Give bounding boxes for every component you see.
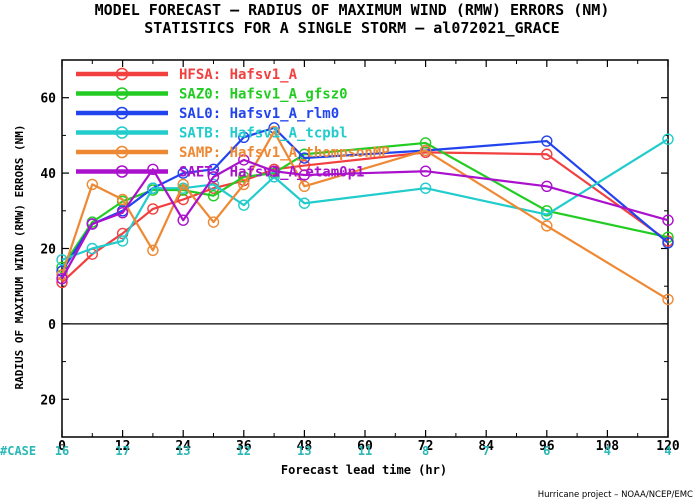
x-tick-label: 120 bbox=[656, 439, 680, 454]
x-axis-label: Forecast lead time (hr) bbox=[281, 463, 447, 477]
data-point bbox=[419, 144, 432, 157]
series-line bbox=[61, 151, 669, 284]
chart-title-line2: STATISTICS FOR A SINGLE STORM – al072021… bbox=[144, 19, 559, 37]
case-counts: 16 17 13 12 13 11 8 7 6 4 4 bbox=[55, 444, 672, 458]
data-point bbox=[268, 125, 280, 138]
series-5 bbox=[56, 154, 674, 285]
data-point bbox=[207, 171, 220, 183]
legend: HFSA: Hafsv1_A SAZ0: Hafsv1_A_gfsz0 SAL0: … bbox=[76, 67, 390, 181]
case-count: 12 bbox=[237, 444, 251, 458]
series-4 bbox=[56, 125, 674, 306]
x-tick-label: 48 bbox=[297, 439, 313, 454]
credit-text: Hurricane project – NOAA/NCEP/EMC bbox=[538, 490, 693, 500]
data-point bbox=[541, 135, 553, 147]
case-count: 7 bbox=[483, 444, 490, 458]
data-point bbox=[238, 178, 250, 191]
x-tick-label: 96 bbox=[539, 439, 555, 454]
data-point bbox=[207, 163, 220, 176]
data-point bbox=[86, 178, 99, 191]
data-point bbox=[298, 152, 311, 164]
case-count: 11 bbox=[358, 444, 372, 458]
data-point bbox=[541, 148, 553, 160]
legend-marker bbox=[115, 126, 129, 139]
data-point bbox=[207, 190, 220, 202]
legend-label: SAL0: Hafsv1_A_rlm0 bbox=[179, 106, 339, 122]
data-point bbox=[419, 137, 432, 149]
data-point bbox=[238, 154, 250, 166]
data-point bbox=[662, 237, 674, 249]
data-point bbox=[116, 206, 129, 219]
data-point bbox=[662, 133, 674, 145]
case-count: 16 bbox=[55, 444, 69, 458]
data-point bbox=[56, 269, 68, 281]
y-tick-label: 0 bbox=[48, 318, 56, 333]
plot-area: 0 12 24 36 48 60 72 84 96 108 120 20 0 20 40 60 bbox=[40, 59, 680, 454]
data-point bbox=[147, 182, 159, 194]
data-point bbox=[177, 178, 189, 191]
data-point bbox=[662, 214, 674, 226]
legend-marker bbox=[115, 106, 129, 120]
data-point bbox=[419, 165, 432, 177]
case-count: 13 bbox=[176, 444, 190, 458]
x-tick-label: 0 bbox=[58, 439, 66, 454]
x-tick-label: 12 bbox=[115, 439, 131, 454]
y-tick-label: 20 bbox=[40, 393, 56, 408]
x-tick-label: 36 bbox=[236, 439, 252, 454]
data-point bbox=[238, 199, 250, 211]
case-count: 4 bbox=[604, 444, 611, 458]
case-count: 4 bbox=[664, 444, 671, 458]
case-count: 17 bbox=[115, 444, 129, 458]
legend-label: HFSA: Hafsv1_A bbox=[179, 67, 298, 83]
data-point bbox=[298, 180, 311, 192]
case-count: 6 bbox=[543, 444, 550, 458]
series-line bbox=[61, 141, 669, 268]
data-point bbox=[662, 293, 674, 306]
data-point bbox=[116, 235, 129, 247]
data-point bbox=[541, 180, 553, 192]
y-tick-label: 20 bbox=[40, 243, 56, 258]
data-point bbox=[419, 182, 432, 194]
legend-label: SAET: Hafsv1_A_etam0p1 bbox=[179, 165, 364, 181]
data-point bbox=[238, 131, 250, 143]
x-tick-label: 84 bbox=[478, 439, 494, 454]
data-point bbox=[147, 244, 159, 257]
data-point bbox=[298, 197, 311, 209]
y-tick-label: 40 bbox=[40, 167, 56, 182]
data-point bbox=[177, 182, 189, 194]
case-count: 8 bbox=[422, 444, 429, 458]
x-tick-label: 24 bbox=[175, 439, 191, 454]
legend-marker bbox=[115, 165, 129, 178]
data-point bbox=[541, 220, 553, 232]
legend-marker bbox=[115, 67, 129, 81]
data-point bbox=[177, 214, 189, 226]
data-point bbox=[541, 208, 553, 221]
data-point bbox=[86, 218, 99, 230]
data-point bbox=[298, 169, 311, 181]
chart-title-line1: MODEL FORECAST – RADIUS OF MAXIMUM WIND … bbox=[95, 1, 610, 19]
data-point bbox=[86, 242, 99, 255]
y-axis-label: RADIUS OF MAXIMUM WIND (RMW) ERRORS (NM) bbox=[13, 125, 26, 390]
legend-label: SAZ0: Hafsv1_A_gfsz0 bbox=[179, 87, 348, 103]
data-point bbox=[147, 203, 159, 215]
legend-marker bbox=[115, 87, 129, 100]
x-tick-label: 108 bbox=[596, 439, 620, 454]
legend-marker bbox=[115, 145, 129, 159]
data-point bbox=[56, 272, 68, 285]
data-point bbox=[268, 165, 280, 177]
legend-label: SATB: Hafsv1_A_tcpbl bbox=[179, 126, 348, 142]
data-point bbox=[116, 193, 129, 206]
data-point bbox=[177, 167, 189, 179]
y-tick-label: 60 bbox=[40, 92, 56, 107]
case-label: #CASE bbox=[0, 444, 36, 458]
legend-label: SAMP: Hafsv1_A_thompsonMP bbox=[179, 145, 390, 161]
x-tick-label: 72 bbox=[418, 439, 434, 454]
case-count: 13 bbox=[297, 444, 311, 458]
x-tick-label: 60 bbox=[357, 439, 373, 454]
data-point bbox=[207, 216, 220, 228]
series-line bbox=[61, 158, 669, 280]
